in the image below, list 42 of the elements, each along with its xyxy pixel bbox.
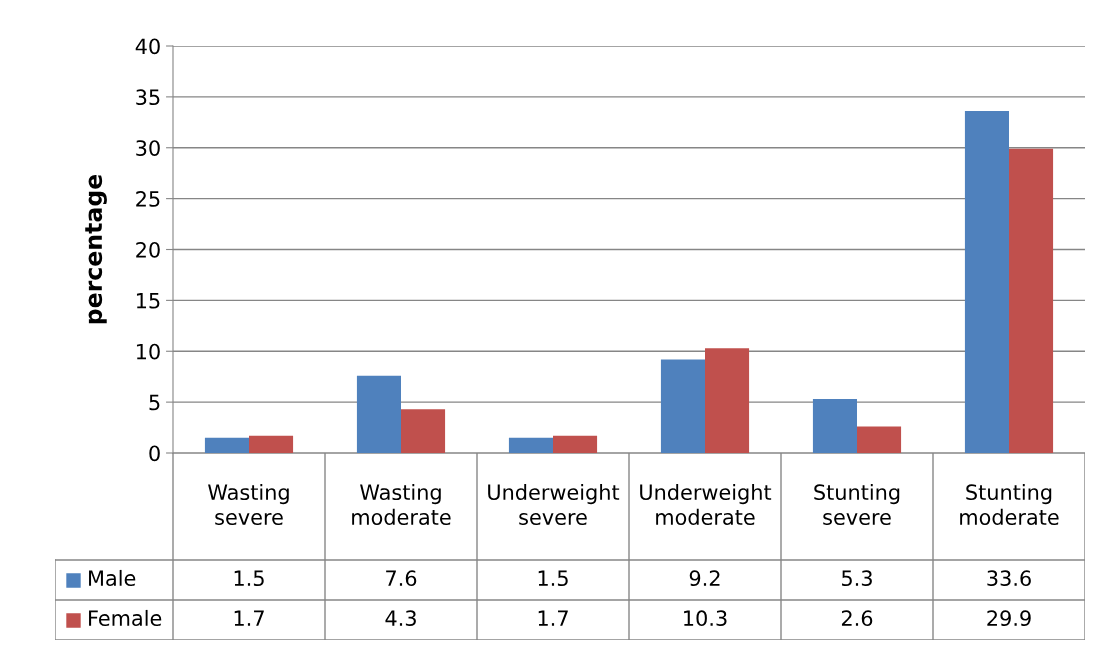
x-tick-label: Stunting severe: [814, 483, 900, 525]
y-tick-label: 10: [136, 343, 160, 360]
legend-label: Female: [89, 609, 162, 627]
bar: [553, 435, 598, 453]
bar: [964, 111, 1009, 453]
x-tick-label: Stunting moderate: [960, 483, 1059, 525]
x-tick-label: Wasting severe: [208, 483, 289, 525]
data-label: 7.6: [386, 570, 417, 587]
y-axis-title: percentage: [85, 174, 107, 324]
y-tick-label: 20: [136, 241, 160, 258]
data-label: 1.5: [538, 570, 568, 587]
y-tick-label: 15: [136, 293, 160, 309]
y-tick-label: 35: [136, 89, 160, 106]
bar: [401, 409, 446, 453]
data-label: 1.7: [538, 610, 568, 626]
bar: [356, 375, 401, 453]
bar: [249, 435, 294, 453]
bar: [660, 359, 705, 453]
data-label: 10.3: [684, 610, 727, 627]
y-tick-label: 30: [136, 140, 160, 156]
x-tick-label: Underweight severe: [488, 483, 620, 525]
bar: [857, 426, 902, 453]
y-tick-label: 5: [149, 394, 160, 411]
bar: [812, 399, 857, 453]
bar: [705, 348, 750, 453]
y-tick-label: 40: [135, 38, 160, 55]
data-label: 29.9: [987, 610, 1031, 627]
data-label: 33.6: [987, 570, 1031, 587]
data-label: 4.3: [385, 610, 416, 627]
data-label: 1.7: [234, 610, 264, 626]
data-label: 1.5: [234, 570, 264, 587]
y-tick-label: 25: [136, 191, 160, 207]
y-tick-label: 0: [149, 445, 160, 462]
data-label: 9.2: [689, 570, 720, 587]
bar: [204, 437, 249, 453]
bar: [508, 437, 553, 453]
legend-label: Male: [89, 569, 136, 587]
x-tick-label: Underweight moderate: [640, 483, 772, 525]
bar: [1009, 148, 1054, 453]
x-tick-label: Wasting moderate: [352, 483, 451, 525]
data-label: 2.6: [841, 610, 873, 627]
data-label: 5.3: [842, 570, 872, 587]
